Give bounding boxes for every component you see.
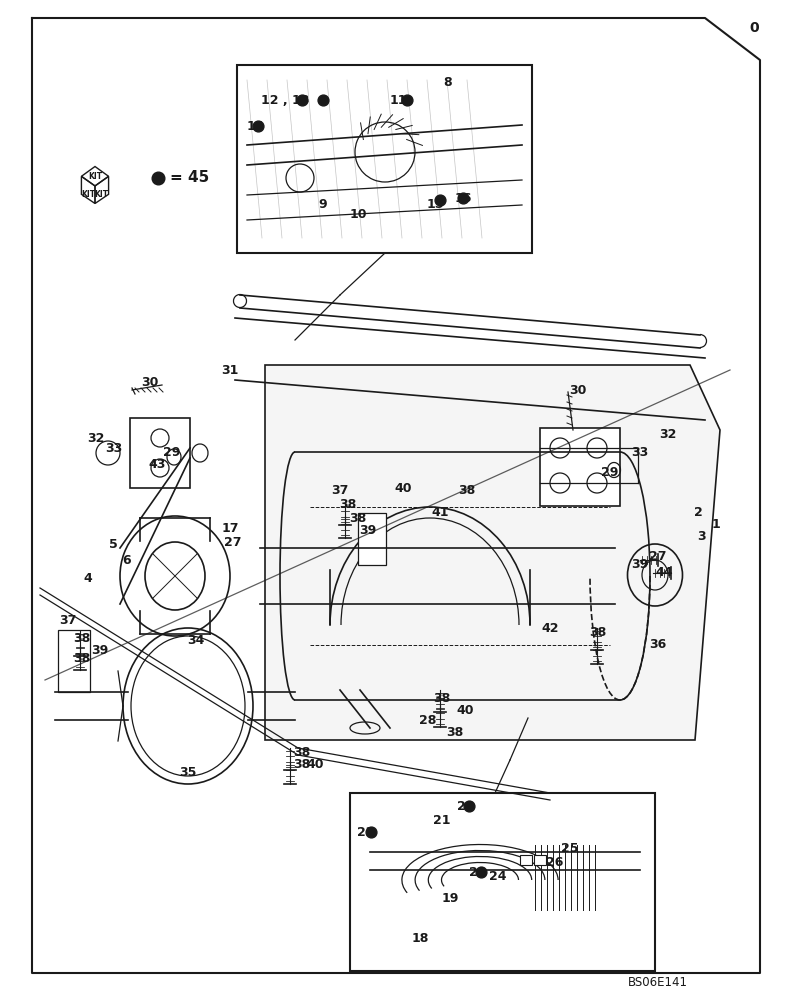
- Text: 37: 37: [59, 613, 77, 626]
- Text: 38: 38: [74, 652, 90, 664]
- Text: 11: 11: [389, 94, 407, 106]
- Text: 38: 38: [340, 498, 356, 512]
- Text: 31: 31: [221, 363, 238, 376]
- Text: 38: 38: [447, 726, 463, 738]
- Text: 38: 38: [459, 484, 476, 496]
- Bar: [358, 513, 386, 565]
- Text: 38: 38: [349, 512, 367, 524]
- Text: 34: 34: [188, 634, 204, 647]
- Text: 30: 30: [141, 375, 158, 388]
- Text: 5: 5: [109, 538, 117, 552]
- Text: 33: 33: [105, 442, 123, 454]
- Text: 30: 30: [569, 383, 587, 396]
- Text: 40: 40: [456, 704, 474, 716]
- Text: 6: 6: [123, 554, 131, 566]
- Text: KIT: KIT: [88, 172, 102, 181]
- Text: 27: 27: [224, 536, 242, 548]
- Circle shape: [96, 441, 120, 465]
- Bar: [58, 630, 90, 692]
- Text: 29: 29: [163, 446, 181, 458]
- Text: 20: 20: [457, 800, 474, 812]
- Text: 17: 17: [221, 522, 238, 534]
- Text: 2: 2: [694, 506, 703, 518]
- Text: 14: 14: [246, 119, 264, 132]
- Text: 38: 38: [293, 758, 310, 772]
- Text: = 45: = 45: [170, 170, 209, 186]
- Text: 23: 23: [470, 865, 487, 879]
- Bar: [350, 793, 655, 971]
- Text: 26: 26: [546, 856, 564, 868]
- Text: 38: 38: [589, 626, 607, 639]
- Text: 28: 28: [419, 714, 436, 726]
- Text: 29: 29: [601, 466, 619, 479]
- Text: 25: 25: [562, 842, 579, 854]
- Bar: [237, 65, 532, 253]
- Text: 4: 4: [84, 572, 93, 584]
- Text: 9: 9: [318, 198, 327, 212]
- Text: 27: 27: [649, 550, 667, 564]
- Text: 10: 10: [349, 209, 367, 222]
- Text: 38: 38: [293, 746, 310, 758]
- Text: 22: 22: [357, 826, 375, 838]
- Bar: [520, 855, 532, 865]
- Text: 3: 3: [698, 530, 706, 544]
- Text: 21: 21: [433, 814, 451, 826]
- Text: 24: 24: [489, 870, 507, 884]
- Text: 44: 44: [655, 566, 672, 580]
- Text: 38: 38: [433, 692, 451, 704]
- Text: 40: 40: [394, 482, 412, 494]
- Text: 35: 35: [179, 766, 196, 778]
- Text: 39: 39: [360, 524, 377, 536]
- Text: 32: 32: [87, 432, 105, 444]
- Text: 16: 16: [455, 192, 472, 205]
- Polygon shape: [265, 365, 720, 740]
- Bar: [130, 418, 190, 488]
- Text: KIT: KIT: [82, 190, 95, 199]
- Bar: [540, 428, 620, 506]
- Text: 1: 1: [712, 518, 721, 532]
- Text: 40: 40: [307, 758, 324, 772]
- Text: 39: 39: [631, 558, 649, 572]
- Text: KIT: KIT: [94, 190, 109, 199]
- Text: 39: 39: [91, 644, 109, 656]
- Text: 8: 8: [444, 77, 452, 90]
- Text: 19: 19: [441, 892, 459, 904]
- Text: 18: 18: [411, 932, 428, 944]
- Text: 43: 43: [148, 458, 166, 472]
- Text: 12 , 13: 12 , 13: [261, 94, 309, 106]
- Text: 37: 37: [331, 484, 348, 496]
- Text: 33: 33: [631, 446, 649, 460]
- Text: 41: 41: [432, 506, 449, 518]
- Text: 0: 0: [749, 21, 759, 35]
- Text: 15: 15: [426, 198, 444, 212]
- Bar: [534, 855, 546, 865]
- Text: BS06E141: BS06E141: [628, 976, 688, 990]
- Text: 36: 36: [649, 639, 667, 652]
- Text: 32: 32: [659, 428, 676, 442]
- Text: 38: 38: [74, 632, 90, 645]
- Text: 42: 42: [541, 621, 558, 635]
